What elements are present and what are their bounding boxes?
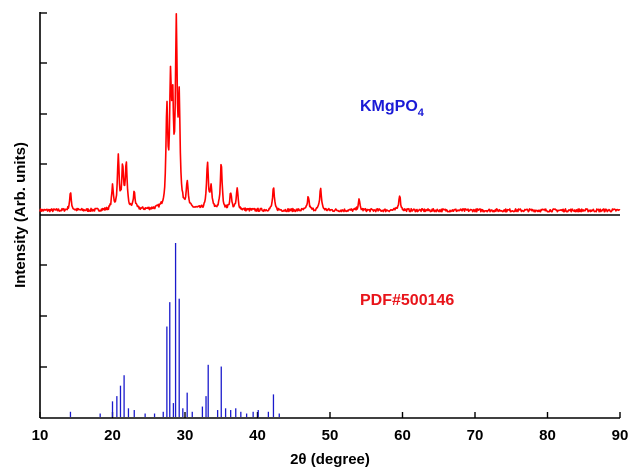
- frame: [39, 12, 620, 419]
- annotation-kmgpo4: KMgPO4: [360, 98, 425, 119]
- x-tick-label: 30: [177, 427, 194, 444]
- y-ticks: [40, 12, 47, 368]
- series-kmgpo4: [39, 12, 621, 213]
- x-axis-title: 2θ (degree): [290, 451, 370, 468]
- x-tick-label: 10: [32, 427, 49, 444]
- x-tick-label: 80: [539, 427, 556, 444]
- series-line-kmgpo4: [39, 12, 621, 213]
- x-tick-label: 70: [467, 427, 484, 444]
- x-tick-label: 50: [322, 427, 339, 444]
- x-tick-label: 20: [104, 427, 121, 444]
- x-ticks: 10 20 30 40 50 60 70 80 90: [32, 412, 629, 444]
- annotation-kmgpo4-sub: 4: [418, 107, 425, 119]
- x-tick-label: 40: [249, 427, 266, 444]
- series-pdf500146: [69, 243, 280, 417]
- annotation-kmgpo4-main: KMgPO: [360, 98, 418, 115]
- x-tick-label: 60: [394, 427, 411, 444]
- y-axis-title: Intensity (Arb. units): [12, 142, 29, 288]
- x-tick-label: 90: [612, 427, 629, 444]
- annotation-pdf: PDF#500146: [360, 292, 454, 309]
